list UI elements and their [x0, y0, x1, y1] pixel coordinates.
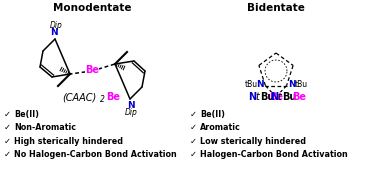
- Text: ✓: ✓: [4, 109, 11, 119]
- Text: Non-Aromatic: Non-Aromatic: [14, 123, 76, 132]
- Text: ✓: ✓: [4, 123, 11, 132]
- Text: Monodentate: Monodentate: [53, 3, 131, 13]
- Text: Be: Be: [269, 92, 283, 102]
- Text: N: N: [127, 101, 135, 110]
- Text: t: t: [277, 92, 281, 102]
- Text: t: t: [255, 92, 259, 102]
- Text: Bidentate: Bidentate: [247, 3, 305, 13]
- Text: N: N: [50, 28, 58, 37]
- Text: ✓: ✓: [190, 109, 197, 119]
- Text: Bu: Bu: [282, 92, 296, 102]
- Text: N: N: [248, 92, 256, 102]
- Text: Bu: Bu: [260, 92, 275, 102]
- Text: Dip: Dip: [124, 108, 137, 117]
- Text: ✓: ✓: [4, 136, 11, 146]
- Text: N: N: [270, 92, 278, 102]
- Text: Be: Be: [106, 92, 120, 102]
- Text: ✓: ✓: [190, 123, 197, 132]
- Text: Be(II): Be(II): [200, 109, 225, 119]
- Text: tBu: tBu: [244, 80, 258, 89]
- Text: ✓: ✓: [190, 136, 197, 146]
- Text: Aromatic: Aromatic: [200, 123, 241, 132]
- Text: ✓: ✓: [4, 150, 11, 159]
- Text: High sterically hindered: High sterically hindered: [14, 136, 123, 146]
- Text: Be: Be: [85, 65, 99, 75]
- Text: N: N: [256, 80, 263, 89]
- Text: No Halogen-Carbon Bond Activation: No Halogen-Carbon Bond Activation: [14, 150, 177, 159]
- Text: Halogen-Carbon Bond Activation: Halogen-Carbon Bond Activation: [200, 150, 348, 159]
- Text: Low sterically hindered: Low sterically hindered: [200, 136, 306, 146]
- Text: N: N: [289, 80, 296, 89]
- Text: tBu: tBu: [294, 80, 308, 89]
- Text: Be: Be: [292, 92, 306, 102]
- Text: (CAAC): (CAAC): [62, 92, 96, 102]
- Text: Dip: Dip: [50, 21, 63, 30]
- Text: ✓: ✓: [190, 150, 197, 159]
- Text: 2: 2: [100, 94, 105, 104]
- Text: Be(II): Be(II): [14, 109, 39, 119]
